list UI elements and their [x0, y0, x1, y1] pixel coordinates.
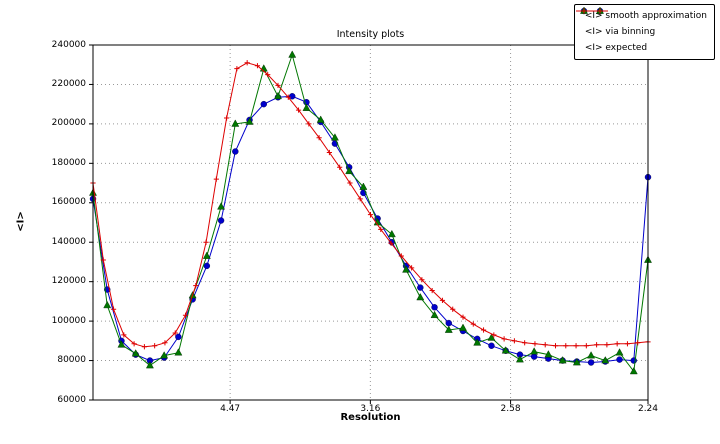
y-axis-label: <I> — [15, 211, 27, 232]
y-tick-label: 60000 — [57, 394, 86, 405]
plot-frame — [92, 44, 649, 401]
y-tick-label: 80000 — [57, 355, 86, 366]
series-line-binning — [92, 53, 649, 373]
x-tick-label: 4.47 — [220, 404, 241, 414]
x-tick-label: 3.16 — [360, 404, 381, 414]
y-tick-label: 180000 — [51, 157, 86, 168]
legend-item-binning: <I> via binning — [575, 6, 707, 40]
x-tick-label: 2.24 — [637, 404, 659, 414]
legend-item-expected: <I> expected — [575, 8, 707, 56]
y-tick-label: 200000 — [51, 118, 86, 129]
x-tick-label: 2.58 — [500, 404, 521, 414]
x-axis-label: Resolution — [340, 412, 401, 423]
y-tick-label: 160000 — [51, 197, 86, 208]
chart-title: Intensity plots — [336, 29, 405, 40]
legend: <I> smooth approximation <I> via binning <… — [573, 4, 715, 60]
y-tick-label: 120000 — [51, 276, 86, 287]
legend-label-expected: <I> expected — [584, 43, 648, 53]
y-tick-label: 140000 — [51, 236, 86, 247]
y-tick-label: 100000 — [51, 315, 86, 326]
legend-label-smooth: <I> smooth approximation — [584, 11, 707, 21]
y-tick-label: 220000 — [51, 78, 86, 89]
legend-sample-expected-icon — [575, 8, 608, 14]
legend-label-binning: <I> via binning — [584, 27, 656, 37]
series-markers-expected — [90, 60, 651, 350]
series-markers-binning — [89, 50, 652, 375]
y-tick-label: 240000 — [51, 39, 86, 50]
